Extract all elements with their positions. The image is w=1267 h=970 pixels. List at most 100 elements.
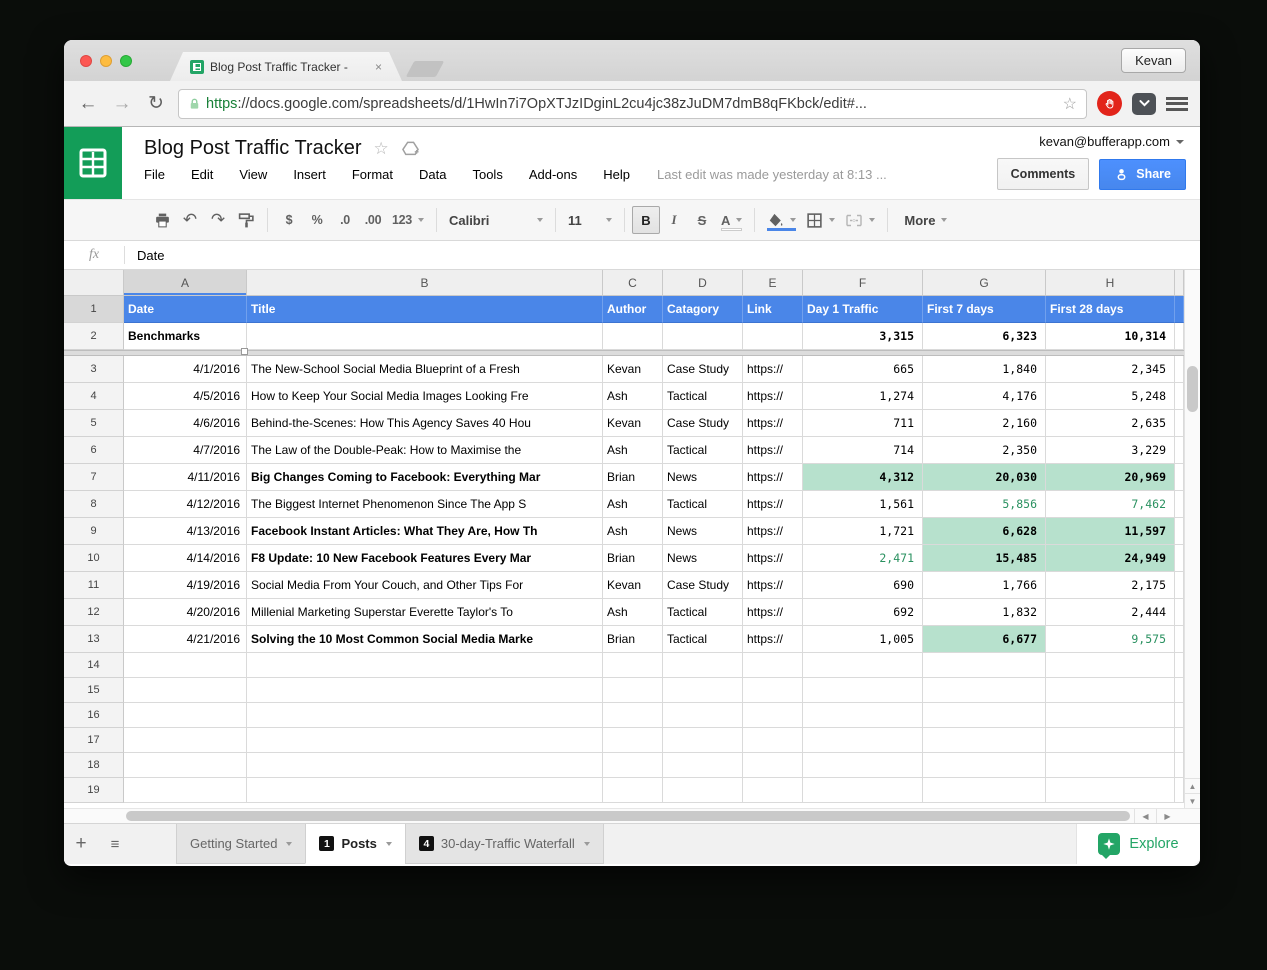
cell-E13[interactable]: https://: [743, 626, 803, 653]
format-currency-icon[interactable]: $: [285, 213, 293, 227]
cell-D18[interactable]: [663, 753, 743, 778]
cell-G12[interactable]: 1,832: [923, 599, 1046, 626]
sheet-tab-posts[interactable]: 1 Posts: [305, 824, 406, 864]
cell-H1[interactable]: First 28 days: [1046, 296, 1175, 323]
cell-A13[interactable]: 4/21/2016: [124, 626, 247, 653]
chrome-profile-button[interactable]: Kevan: [1121, 48, 1186, 73]
row-header-9[interactable]: 9: [64, 518, 124, 545]
share-button[interactable]: Share: [1099, 158, 1186, 190]
column-header-E[interactable]: E: [743, 270, 803, 296]
cell-G9[interactable]: 6,628: [923, 518, 1046, 545]
cell-F19[interactable]: [803, 778, 923, 803]
cell-D10[interactable]: News: [663, 545, 743, 572]
cell-H9[interactable]: 11,597: [1046, 518, 1175, 545]
select-all-corner[interactable]: [64, 270, 124, 296]
cell-A12[interactable]: 4/20/2016: [124, 599, 247, 626]
column-header-F[interactable]: F: [803, 270, 923, 296]
cell-E15[interactable]: [743, 678, 803, 703]
add-sheet-icon[interactable]: +: [75, 833, 87, 854]
menu-insert[interactable]: Insert: [293, 167, 326, 182]
cell-B9[interactable]: Facebook Instant Articles: What They Are…: [247, 518, 603, 545]
cell-D1[interactable]: Catagory: [663, 296, 743, 323]
cell-F1[interactable]: Day 1 Traffic: [803, 296, 923, 323]
pocket-extension-icon[interactable]: [1132, 92, 1156, 115]
cell-A18[interactable]: [124, 753, 247, 778]
cell-G10[interactable]: 15,485: [923, 545, 1046, 572]
cell-A7[interactable]: 4/11/2016: [124, 464, 247, 491]
browser-tab[interactable]: Blog Post Traffic Tracker - ×: [170, 52, 402, 81]
cell-D8[interactable]: Tactical: [663, 491, 743, 518]
adblock-extension-icon[interactable]: [1097, 91, 1122, 116]
cell-H16[interactable]: [1046, 703, 1175, 728]
cell-D19[interactable]: [663, 778, 743, 803]
cell-D2[interactable]: [663, 323, 743, 350]
cell-A1[interactable]: Date: [124, 296, 247, 323]
text-color-button[interactable]: A: [716, 206, 747, 234]
cell-C8[interactable]: Ash: [603, 491, 663, 518]
menu-tools[interactable]: Tools: [472, 167, 503, 182]
row-header-14[interactable]: 14: [64, 653, 124, 678]
cell-G18[interactable]: [923, 753, 1046, 778]
cell-C19[interactable]: [603, 778, 663, 803]
cell-G4[interactable]: 4,176: [923, 383, 1046, 410]
cell-C1[interactable]: Author: [603, 296, 663, 323]
cell-G1[interactable]: First 7 days: [923, 296, 1046, 323]
cell-G11[interactable]: 1,766: [923, 572, 1046, 599]
cell-G14[interactable]: [923, 653, 1046, 678]
cell-C17[interactable]: [603, 728, 663, 753]
cell-C5[interactable]: Kevan: [603, 410, 663, 437]
cell-A8[interactable]: 4/12/2016: [124, 491, 247, 518]
cell-C13[interactable]: Brian: [603, 626, 663, 653]
row-header-13[interactable]: 13: [64, 626, 124, 653]
font-family-select[interactable]: Calibri: [444, 206, 548, 234]
cell-E19[interactable]: [743, 778, 803, 803]
cell-E16[interactable]: [743, 703, 803, 728]
cell-A14[interactable]: [124, 653, 247, 678]
cell-E5[interactable]: https://: [743, 410, 803, 437]
cell-E17[interactable]: [743, 728, 803, 753]
cell-C2[interactable]: [603, 323, 663, 350]
cell-F9[interactable]: 1,721: [803, 518, 923, 545]
column-header-partial[interactable]: [1175, 270, 1184, 296]
cell-A2[interactable]: Benchmarks: [124, 323, 247, 350]
cell-C6[interactable]: Ash: [603, 437, 663, 464]
cell-H4[interactable]: 5,248: [1046, 383, 1175, 410]
cell-C15[interactable]: [603, 678, 663, 703]
cell-partial-7[interactable]: [1175, 464, 1184, 491]
cell-E7[interactable]: https://: [743, 464, 803, 491]
cell-H18[interactable]: [1046, 753, 1175, 778]
cell-D16[interactable]: [663, 703, 743, 728]
cell-C12[interactable]: Ash: [603, 599, 663, 626]
menu-data[interactable]: Data: [419, 167, 447, 182]
cell-F10[interactable]: 2,471: [803, 545, 923, 572]
menu-file[interactable]: File: [144, 167, 165, 182]
row-header-17[interactable]: 17: [64, 728, 124, 753]
cell-H17[interactable]: [1046, 728, 1175, 753]
cell-C16[interactable]: [603, 703, 663, 728]
cell-A9[interactable]: 4/13/2016: [124, 518, 247, 545]
cell-E9[interactable]: https://: [743, 518, 803, 545]
cell-partial-8[interactable]: [1175, 491, 1184, 518]
cell-B17[interactable]: [247, 728, 603, 753]
column-header-A[interactable]: A: [124, 270, 247, 296]
cell-E8[interactable]: https://: [743, 491, 803, 518]
reload-icon[interactable]: ↻: [148, 93, 164, 114]
cell-F17[interactable]: [803, 728, 923, 753]
cell-H11[interactable]: 2,175: [1046, 572, 1175, 599]
all-sheets-icon[interactable]: ≡: [110, 835, 120, 853]
cell-D7[interactable]: News: [663, 464, 743, 491]
formula-input[interactable]: Date: [137, 247, 165, 263]
cell-H2[interactable]: 10,314: [1046, 323, 1175, 350]
cell-E4[interactable]: https://: [743, 383, 803, 410]
cell-E3[interactable]: https://: [743, 356, 803, 383]
row-header-15[interactable]: 15: [64, 678, 124, 703]
cell-C11[interactable]: Kevan: [603, 572, 663, 599]
cell-A19[interactable]: [124, 778, 247, 803]
cell-E10[interactable]: https://: [743, 545, 803, 572]
menu-add-ons[interactable]: Add-ons: [528, 167, 578, 182]
sheet-tab-30-day-traffic-waterfall[interactable]: 4 30-day-Traffic Waterfall: [404, 824, 604, 864]
cell-C10[interactable]: Brian: [603, 545, 663, 572]
sheets-logo-icon[interactable]: [64, 127, 122, 199]
cell-G8[interactable]: 5,856: [923, 491, 1046, 518]
cell-F15[interactable]: [803, 678, 923, 703]
